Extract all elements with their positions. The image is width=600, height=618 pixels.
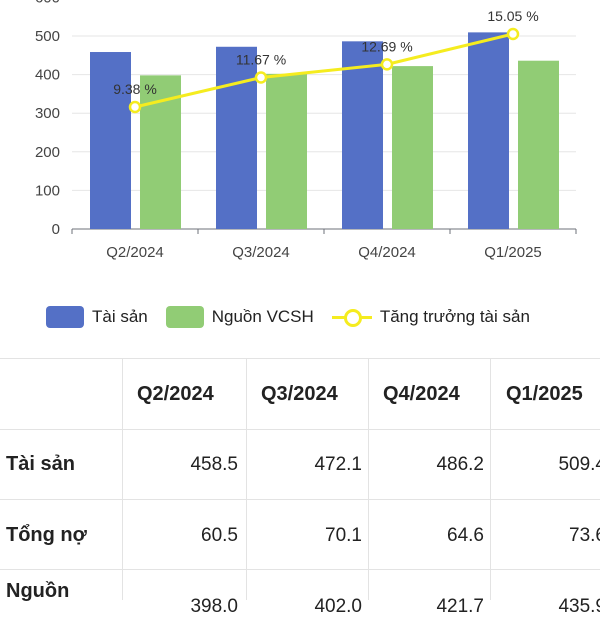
row-label-equity: Nguồn (6, 580, 70, 602)
table-header-q2-2024: Q2/2024 (137, 383, 214, 405)
y-tick-label: 400 (35, 67, 60, 84)
table-header-q3-2024: Q3/2024 (261, 383, 338, 405)
table-cell: 509.4 (558, 454, 600, 475)
legend: Tài sản Nguồn VCSH Tăng trưởng tài sản (46, 306, 548, 328)
table-cell: 60.5 (201, 525, 238, 546)
table-cell: 486.2 (436, 454, 484, 475)
legend-label-equity: Nguồn VCSH (211, 307, 314, 326)
y-tick-label: 300 (35, 105, 60, 122)
x-tick-label: Q3/2024 (232, 244, 290, 261)
x-tick-label: Q2/2024 (106, 244, 164, 261)
growth-data-label: 15.05 % (487, 8, 538, 24)
growth-point (254, 71, 268, 84)
y-tick-label: 0 (52, 221, 60, 238)
x-tick-label: Q4/2024 (358, 244, 416, 261)
table-cell: 435.9 (558, 596, 600, 617)
table-cell: 458.5 (190, 454, 238, 475)
table-cell: 421.7 (436, 596, 484, 617)
table-cell: 73.6 (569, 525, 600, 546)
bar (342, 41, 383, 230)
y-tick-label: 200 (35, 144, 60, 161)
table-cell: 472.1 (314, 454, 362, 475)
table-cell: 64.6 (447, 525, 484, 546)
y-tick-label: 600 (35, 0, 60, 6)
bar (216, 46, 257, 229)
table-cell: 402.0 (314, 596, 362, 617)
table-header-q4-2024: Q4/2024 (383, 383, 460, 405)
bar (266, 73, 307, 229)
legend-item-equity[interactable]: Nguồn VCSH (165, 306, 314, 328)
legend-item-assets[interactable]: Tài sản (46, 306, 148, 328)
legend-label-assets: Tài sản (92, 307, 148, 326)
legend-swatch-assets (46, 306, 84, 328)
growth-point (506, 27, 520, 41)
legend-label-growth: Tăng trưởng tài sản (379, 307, 530, 326)
table-cell: 70.1 (325, 525, 362, 546)
legend-line-growth-icon (331, 306, 372, 328)
bar (468, 32, 509, 230)
row-label-total-debt: Tổng nợ (6, 524, 87, 546)
chart: 0 100 200 300 400 500 600 Q2/2024 Q3/2024 Q4/2024… (35, 0, 577, 261)
bar (90, 52, 131, 230)
row-label-assets: Tài sản (6, 453, 75, 475)
growth-point (128, 100, 142, 114)
growth-point (380, 58, 394, 71)
growth-data-label: 11.67 % (236, 52, 286, 68)
growth-data-label: 9.38 % (113, 81, 157, 97)
y-tick-label: 100 (35, 182, 60, 199)
table-cell: 398.0 (190, 596, 238, 617)
growth-line (134, 32, 514, 109)
growth-data-label: 12.69 % (361, 38, 412, 54)
bar (518, 60, 559, 230)
table-header-q1-2025: Q1/2025 (506, 383, 583, 405)
x-tick-label: Q1/2025 (484, 244, 542, 261)
bar (392, 66, 433, 229)
y-tick-label: 500 (35, 28, 60, 45)
legend-swatch-equity (165, 306, 204, 328)
legend-item-growth[interactable]: Tăng trưởng tài sản (331, 306, 530, 328)
